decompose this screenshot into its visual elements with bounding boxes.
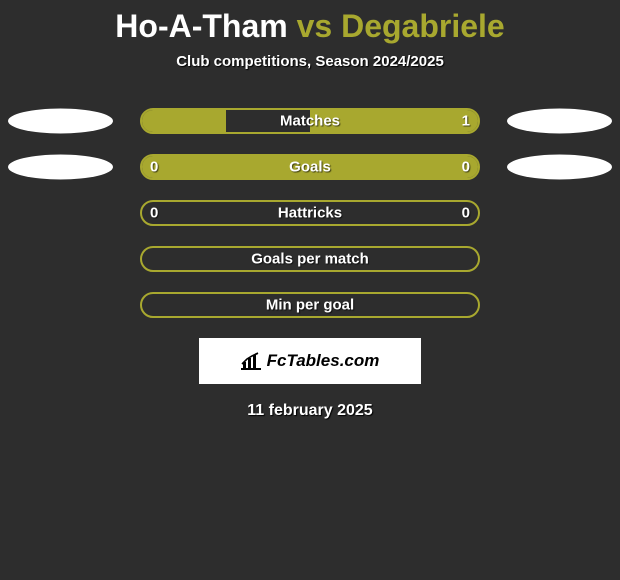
- player2-name: Degabriele: [341, 8, 505, 44]
- bar-fill-left: [142, 156, 310, 178]
- logo-text: FcTables.com: [267, 351, 380, 371]
- date-text: 11 february 2025: [0, 402, 620, 420]
- stat-row: Matches 1: [0, 108, 620, 134]
- page-title: Ho-A-Tham vs Degabriele: [0, 8, 620, 45]
- stat-value-left: 0: [150, 159, 158, 176]
- chart-icon: [241, 352, 261, 370]
- player1-marker: [8, 109, 113, 134]
- stat-row: Goals per match: [0, 246, 620, 272]
- stat-row: Goals 0 0: [0, 154, 620, 180]
- stat-bar: Goals: [140, 154, 480, 180]
- stat-label: Min per goal: [266, 297, 354, 314]
- subtitle: Club competitions, Season 2024/2025: [0, 53, 620, 70]
- stat-label: Goals per match: [251, 251, 369, 268]
- stat-value-right: 0: [462, 159, 470, 176]
- stat-value-left: 0: [150, 205, 158, 222]
- stat-value-right: 1: [462, 113, 470, 130]
- logo-box: FcTables.com: [199, 338, 421, 384]
- stat-label: Hattricks: [278, 205, 342, 222]
- player2-marker: [507, 155, 612, 180]
- player1-name: Ho-A-Tham: [115, 8, 287, 44]
- bar-fill-right: [310, 156, 478, 178]
- stat-bar: Goals per match: [140, 246, 480, 272]
- stat-rows: Matches 1 Goals 0 0 Hattricks 0 0 Goals per matc…: [0, 108, 620, 318]
- player1-marker: [8, 155, 113, 180]
- vs-text: vs: [297, 8, 333, 44]
- bar-fill-left: [142, 110, 226, 132]
- comparison-infographic: Ho-A-Tham vs Degabriele Club competition…: [0, 0, 620, 420]
- stat-row: Min per goal: [0, 292, 620, 318]
- stat-label: Matches: [280, 113, 340, 130]
- stat-row: Hattricks 0 0: [0, 200, 620, 226]
- stat-value-right: 0: [462, 205, 470, 222]
- stat-bar: Min per goal: [140, 292, 480, 318]
- stat-bar: Matches: [140, 108, 480, 134]
- player2-marker: [507, 109, 612, 134]
- stat-bar: Hattricks: [140, 200, 480, 226]
- stat-label: Goals: [289, 159, 331, 176]
